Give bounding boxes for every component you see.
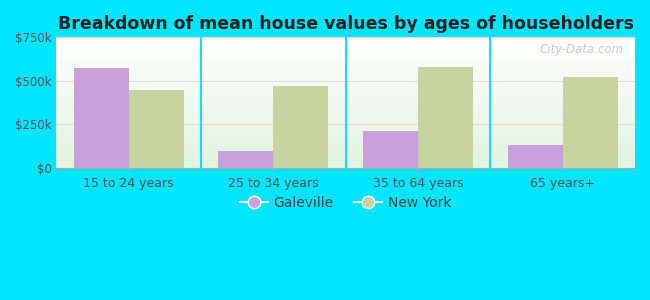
Legend: Galeville, New York: Galeville, New York xyxy=(235,191,457,216)
Title: Breakdown of mean house values by ages of householders: Breakdown of mean house values by ages o… xyxy=(58,15,634,33)
Bar xyxy=(218,151,274,168)
Bar xyxy=(363,131,418,168)
Bar xyxy=(274,86,328,168)
Bar xyxy=(508,145,563,168)
Bar xyxy=(74,68,129,168)
Text: City-Data.com: City-Data.com xyxy=(540,43,623,56)
Bar xyxy=(418,67,473,168)
Bar xyxy=(129,90,184,168)
Bar xyxy=(563,77,618,168)
